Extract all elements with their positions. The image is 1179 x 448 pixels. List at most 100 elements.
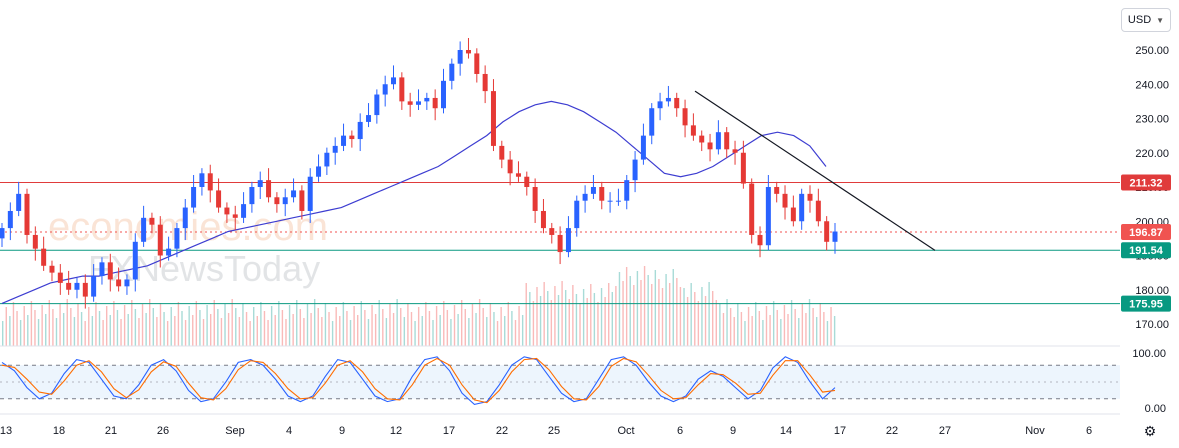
price-tag-label: 211.32 [1129,177,1162,189]
volume-bar [127,314,129,346]
time-tick-label: 9 [730,425,736,437]
volume-bar [141,304,144,346]
candles[interactable] [0,38,838,309]
volume-bar [378,300,380,346]
volume-bar [84,321,86,346]
volume-bar [163,312,165,346]
volume-bar [396,299,398,346]
volume-bar [374,314,377,346]
volume-bar [23,306,25,346]
candle-body [282,197,288,205]
price-tag [1121,174,1171,191]
candle-body [632,159,638,181]
volume-bar [231,299,233,346]
volume-bar [335,307,337,346]
volume-bar [425,302,427,346]
volume-bar [772,301,775,346]
volume-bar [27,315,29,346]
candle-body [624,180,630,201]
volume-bar [765,306,768,346]
candle-body [249,187,255,205]
candle-body [166,248,172,256]
price-tag [1121,223,1171,240]
volume-bar [177,302,180,346]
volume-bar [45,314,47,346]
candle-body [482,73,488,92]
candle-body [66,282,72,290]
volume-bar [131,300,133,346]
volume-bar [557,295,560,346]
volume-bar [815,317,818,346]
candle-body [790,207,796,222]
volume-bar [181,311,183,346]
price-tags: 211.32 196.87 191.54 175.95 [1121,174,1171,312]
candle-body [807,193,813,201]
price-tick-label: 180.00 [1135,285,1169,297]
volume-bar [206,305,208,346]
candle-body [674,97,680,109]
candle-body [374,94,380,116]
volume-bar [672,269,674,346]
candle-body [7,210,13,229]
time-tick-label: 9 [339,425,345,437]
candle-body [532,187,538,211]
volume-bar [274,315,276,346]
volume-bar [159,303,162,346]
settings-icon[interactable]: ⚙ [1143,422,1157,439]
candle-body [332,145,338,153]
volume-bar [529,292,531,346]
volume-bar [224,304,226,346]
volume-bar [468,318,470,346]
volume-bar [134,309,137,346]
time-tick-label: 17 [834,425,846,437]
volume-bar [52,309,54,346]
volume-bar [704,296,707,346]
volume-bar [339,316,341,346]
volume-bar [654,270,657,346]
volume-bar [113,301,115,346]
currency-selector[interactable]: USD ▼ [1121,8,1171,32]
candle-body [307,176,313,211]
candle-body [507,159,513,174]
volume-bar [740,312,743,346]
volume-bars [2,266,836,346]
volume-bar [715,300,717,346]
volume-bar [597,302,599,346]
volume-bar [453,305,456,346]
volume-bar [582,289,585,346]
volume-bar [600,288,603,346]
time-tick-label: 14 [780,425,792,437]
volume-bar [331,321,334,346]
volume-bar [306,304,309,346]
volume-bar [88,307,90,346]
volume-bar [199,310,201,346]
volume-bar [478,299,481,346]
candle-body [274,197,280,205]
volume-bar [826,321,829,346]
volume-bar [34,310,36,346]
volume-bar [263,311,266,346]
price-tick-label: 170.00 [1135,319,1169,331]
candle-body [715,132,721,150]
candle-body [324,152,330,167]
volume-bar [457,314,459,346]
volume-bar [313,299,316,346]
volume-bar [543,282,545,346]
candle-body [799,193,805,222]
volume-bar [679,287,682,346]
volume-bar [486,317,488,346]
candle-body [524,176,530,187]
volume-bar [586,298,588,346]
volume-bar [758,311,761,346]
candle-body [107,262,113,280]
volume-bar [227,313,230,346]
time-tick-label: 12 [390,425,402,437]
volume-bar [421,316,423,346]
volume-bar [346,311,348,346]
candle-body [299,190,305,211]
price-tick-label: 240.00 [1135,79,1169,91]
candle-body [465,50,471,54]
trendline[interactable] [694,90,936,251]
